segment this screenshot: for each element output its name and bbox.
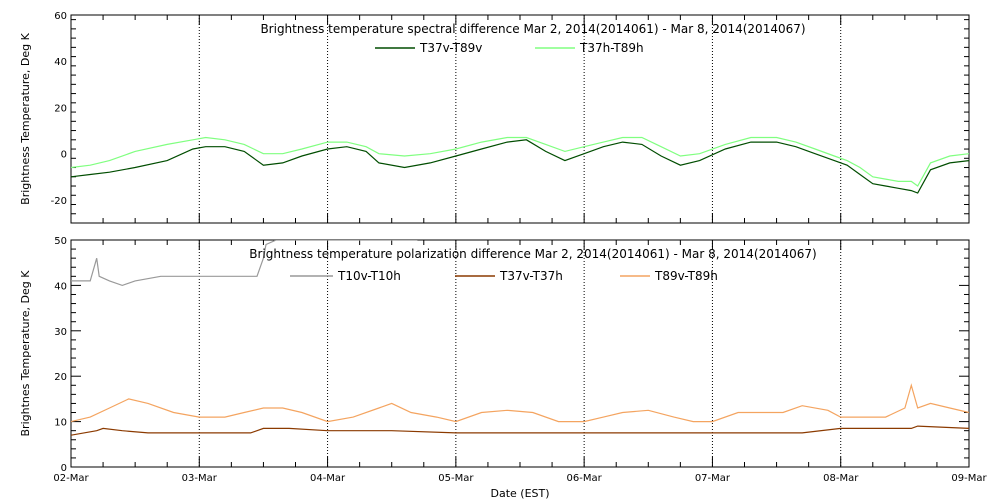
y-tick-label: 40 bbox=[54, 57, 67, 68]
y-tick-label: -20 bbox=[51, 196, 67, 207]
series-line-T37v-T89v bbox=[71, 139, 969, 194]
x-tick-label: 02-Mar bbox=[53, 473, 89, 484]
x-tick-label: 09-Mar bbox=[951, 473, 987, 484]
x-tick-label: 04-Mar bbox=[310, 473, 346, 484]
y-tick-label: 40 bbox=[54, 281, 67, 292]
legend-label: T37v-T37h bbox=[499, 269, 563, 283]
chart-panel-2: 0 10 20 30 40 50 02-Mar 03-Mar 04-Mar 05-Mar 06-Ma… bbox=[19, 236, 987, 500]
chart-title: Brightness temperature polarization diff… bbox=[249, 247, 817, 261]
y-axis-label: Brightnes Temperature, Deg K bbox=[19, 270, 32, 437]
x-tick-label: 07-Mar bbox=[695, 473, 731, 484]
x-tick-label: 06-Mar bbox=[567, 473, 603, 484]
legend-label: T10v-T10h bbox=[337, 269, 401, 283]
chart-title: Brightness temperature spectral differen… bbox=[260, 22, 805, 36]
x-axis-label: Date (EST) bbox=[490, 487, 549, 500]
y-tick-label: 30 bbox=[54, 327, 67, 338]
legend-label: T37h-T89h bbox=[579, 41, 644, 55]
y-tick-label: 60 bbox=[54, 11, 67, 22]
chart-panel-1: -20 0 20 40 60 Brightness Temperature, Deg K B… bbox=[19, 11, 970, 224]
y-tick-label: 0 bbox=[61, 150, 67, 161]
x-tick-label: 08-Mar bbox=[823, 473, 859, 484]
y-tick-label: 10 bbox=[54, 418, 67, 429]
y-tick-label: 0 bbox=[61, 463, 67, 474]
series-line-T37v-T37h bbox=[71, 425, 969, 436]
y-tick-label: 20 bbox=[54, 372, 67, 383]
y-tick-label: 50 bbox=[54, 236, 67, 247]
legend-label: T89v-T89h bbox=[654, 269, 718, 283]
legend-label: T37v-T89v bbox=[419, 41, 482, 55]
x-tick-label: 03-Mar bbox=[182, 473, 218, 484]
y-tick-label: 20 bbox=[54, 103, 67, 114]
series-line-T10v-T10h bbox=[71, 240, 418, 287]
x-tick-label: 05-Mar bbox=[438, 473, 474, 484]
y-axis-label: Brightness Temperature, Deg K bbox=[19, 32, 32, 204]
series-line-T37h-T89h bbox=[71, 136, 969, 187]
plot-frame bbox=[70, 14, 970, 224]
series-line-T89v-T89h bbox=[71, 383, 969, 423]
